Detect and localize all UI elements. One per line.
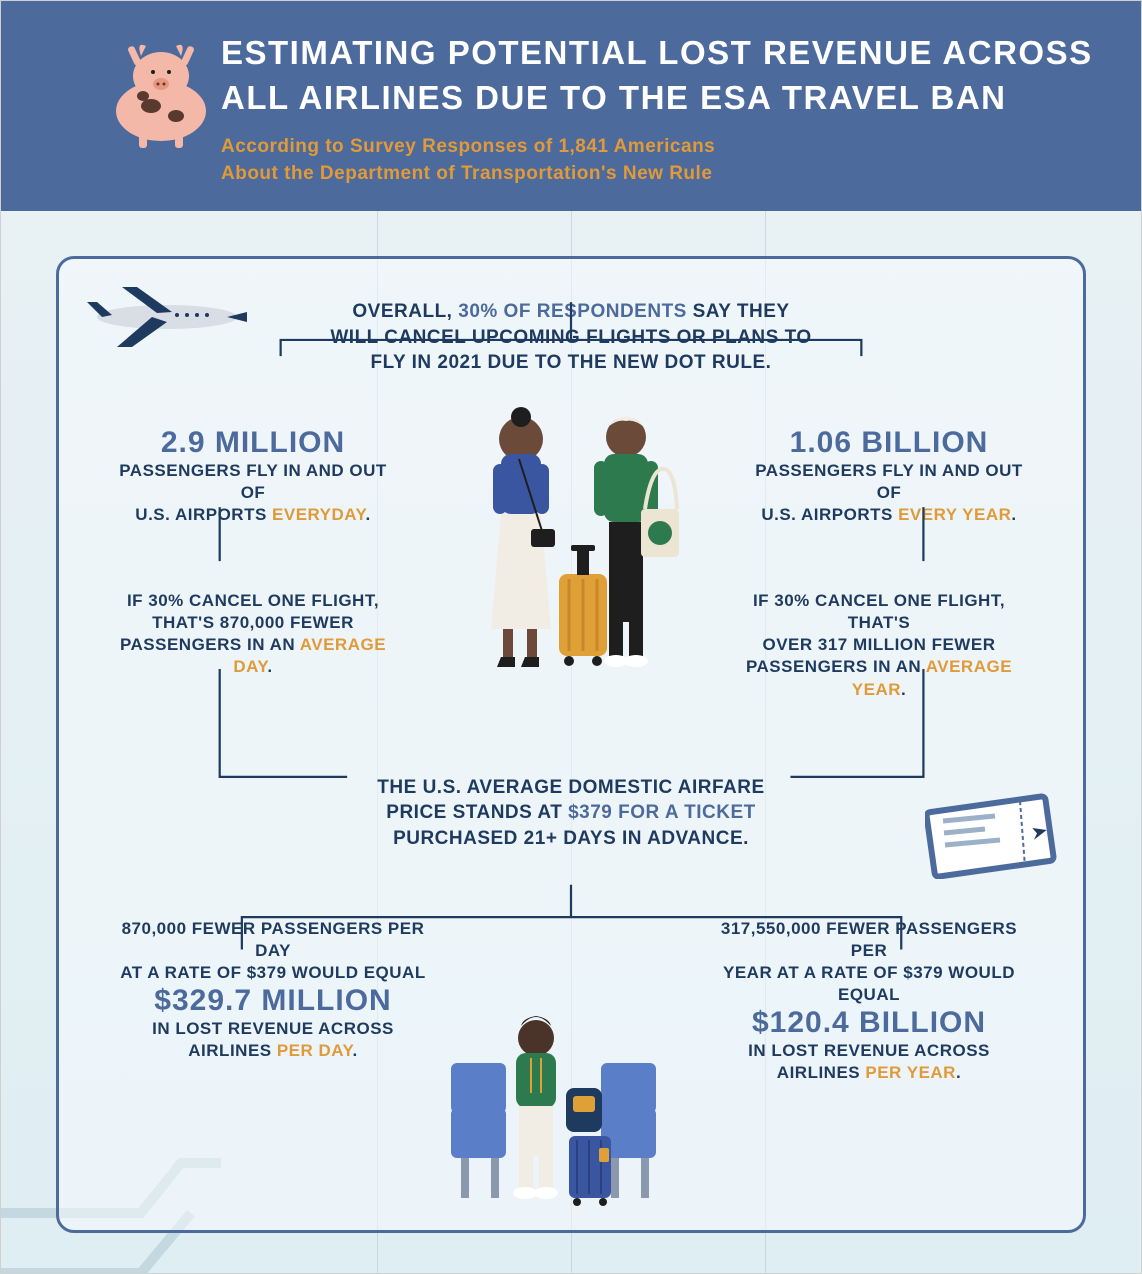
text: IF 30% CANCEL ONE FLIGHT,	[127, 591, 379, 610]
highlight-text: PER DAY	[277, 1041, 353, 1060]
text: .	[267, 657, 272, 676]
main-title: ESTIMATING POTENTIAL LOST REVENUE ACROSS…	[221, 31, 1101, 120]
stat-number: 1.06 BILLION	[749, 426, 1029, 460]
text: WILL CANCEL UPCOMING FLIGHTS OR PLANS TO	[330, 327, 811, 348]
text: IN LOST REVENUE ACROSS	[152, 1019, 394, 1038]
text: IF 30% CANCEL ONE FLIGHT, THAT'S	[753, 591, 1005, 632]
text: YEAR AT A RATE OF $379 WOULD EQUAL	[723, 963, 1015, 1004]
stat-number: 2.9 MILLION	[113, 426, 393, 460]
boarding-pass-icon	[925, 789, 1065, 879]
infographic-page: ESTIMATING POTENTIAL LOST REVENUE ACROSS…	[0, 0, 1142, 1274]
text: THE U.S. AVERAGE DOMESTIC AIRFARE	[377, 777, 764, 798]
text: .	[1011, 505, 1016, 524]
text: .	[352, 1041, 357, 1060]
text: PASSENGERS FLY IN AND OUT OF	[119, 461, 387, 502]
content-card: OVERALL, 30% OF RESPONDENTS SAY THEY WIL…	[56, 256, 1086, 1233]
text: PURCHASED 21+ DAYS IN ADVANCE.	[393, 828, 749, 849]
stat-left: 2.9 MILLION PASSENGERS FLY IN AND OUT OF…	[113, 426, 393, 526]
title-line-2: ALL AIRLINES DUE TO THE ESA TRAVEL BAN	[221, 79, 1007, 116]
pig-icon	[101, 26, 221, 156]
revenue-left: 870,000 FEWER PASSENGERS PER DAY AT A RA…	[113, 918, 433, 1085]
revenue-amount: $329.7 MILLION	[113, 984, 433, 1018]
text: U.S. AIRPORTS	[761, 505, 898, 524]
stat-right: 1.06 BILLION PASSENGERS FLY IN AND OUT O…	[749, 426, 1029, 526]
airplane-icon	[77, 277, 257, 357]
text: AIRLINES	[777, 1063, 866, 1082]
revenue-amount: $120.4 BILLION	[709, 1006, 1029, 1040]
subtitle-line-1: According to Survey Responses of 1,841 A…	[221, 136, 715, 157]
text: .	[365, 505, 370, 524]
highlight-text: EVERYDAY	[272, 505, 365, 524]
cancel-left: IF 30% CANCEL ONE FLIGHT, THAT'S 870,000…	[113, 590, 393, 700]
text: AT A RATE OF $379 WOULD EQUAL	[120, 963, 425, 982]
text: PASSENGERS IN AN	[120, 635, 300, 654]
title-line-1: ESTIMATING POTENTIAL LOST REVENUE ACROSS	[221, 34, 1093, 71]
header: ESTIMATING POTENTIAL LOST REVENUE ACROSS…	[1, 1, 1141, 211]
body-area: OVERALL, 30% OF RESPONDENTS SAY THEY WIL…	[1, 211, 1141, 1273]
airfare-block: THE U.S. AVERAGE DOMESTIC AIRFARE PRICE …	[113, 775, 1029, 852]
revenue-right: 317,550,000 FEWER PASSENGERS PER YEAR AT…	[709, 918, 1029, 1085]
text: .	[901, 680, 906, 699]
text: 870,000 FEWER PASSENGERS PER DAY	[122, 919, 425, 960]
text: .	[956, 1063, 961, 1082]
text: THAT'S 870,000 FEWER	[152, 613, 354, 632]
text: PRICE STANDS AT	[386, 802, 568, 823]
text: FLY IN 2021 DUE TO THE NEW DOT RULE.	[371, 352, 772, 373]
highlight-text: EVERY YEAR	[898, 505, 1011, 524]
highlight-text: 30% OF RESPONDENTS	[458, 301, 687, 322]
text: 317,550,000 FEWER PASSENGERS PER	[721, 919, 1017, 960]
text: OVER 317 MILLION FEWER	[763, 635, 996, 654]
text: SAY THEY	[687, 301, 790, 322]
cancel-right: IF 30% CANCEL ONE FLIGHT, THAT'S OVER 31…	[729, 590, 1029, 700]
text: AIRLINES	[188, 1041, 277, 1060]
text: PASSENGERS FLY IN AND OUT OF	[755, 461, 1023, 502]
text: IN LOST REVENUE ACROSS	[748, 1041, 990, 1060]
text: U.S. AIRPORTS	[135, 505, 272, 524]
subtitle: According to Survey Responses of 1,841 A…	[221, 134, 1101, 187]
passenger-sitting-illustration	[441, 988, 701, 1218]
subtitle-line-2: About the Department of Transportation's…	[221, 163, 712, 184]
highlight-text: PER YEAR	[865, 1063, 956, 1082]
highlight-text: $379 FOR A TICKET	[568, 802, 756, 823]
text: OVERALL,	[352, 301, 458, 322]
text: PASSENGERS IN AN	[746, 657, 926, 676]
travelers-illustration	[431, 399, 711, 739]
